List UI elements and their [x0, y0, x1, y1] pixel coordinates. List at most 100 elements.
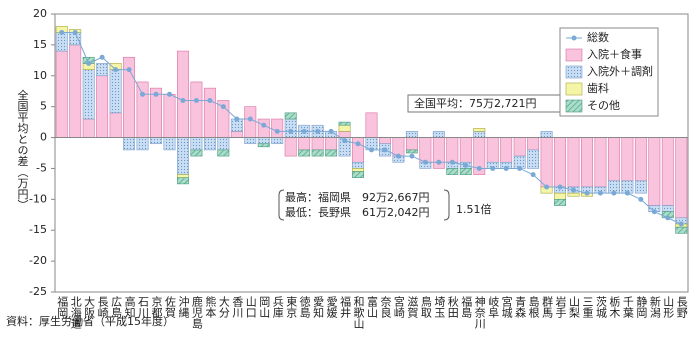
x-tick-label: 京都	[150, 295, 163, 318]
total-dot	[571, 187, 577, 193]
x-tick-label: 北海道	[69, 296, 82, 329]
y-tick-label: -10	[29, 192, 47, 205]
bar-segment	[432, 131, 445, 138]
total-dot	[86, 60, 92, 66]
total-dot	[395, 153, 401, 159]
x-tick-label: 宮崎	[392, 295, 405, 318]
bar-segment	[55, 50, 68, 138]
bar-segment	[392, 137, 405, 157]
bar-segment	[419, 137, 432, 163]
bar-segment	[661, 205, 674, 212]
x-tick-label: 福島	[460, 295, 473, 319]
x-tick-label: 群馬	[541, 295, 554, 319]
bar-segment	[500, 137, 513, 163]
bar-segment	[230, 131, 243, 138]
y-tick-label: -5	[36, 161, 47, 174]
x-tick-label: 長崎	[96, 296, 109, 318]
bar-segment	[554, 199, 567, 206]
bar-segment	[271, 137, 284, 145]
total-dot	[274, 128, 280, 134]
x-tick-label: 山梨	[568, 296, 581, 319]
bar-segment	[661, 137, 674, 206]
bracket	[278, 189, 450, 221]
total-dot	[140, 91, 146, 97]
x-tick-label: 鹿児島	[190, 295, 203, 330]
bar-segment	[607, 137, 620, 182]
bar-segment	[567, 137, 580, 188]
bar-segment	[365, 112, 378, 138]
bar-segment	[352, 168, 364, 172]
total-dot	[382, 147, 388, 153]
bar-segment	[540, 131, 553, 138]
bar-segment	[338, 121, 351, 126]
x-tick-label: 埼玉	[433, 295, 446, 318]
average-note: 全国平均：75万2,721円	[414, 96, 537, 110]
bar-segment	[203, 87, 216, 138]
bar-segment	[176, 50, 189, 138]
x-tick-label: 山形	[662, 296, 675, 319]
bar-segment	[284, 137, 297, 157]
x-tick-label: 福井	[339, 295, 352, 319]
bar-segment	[284, 112, 297, 120]
bar-segment	[311, 137, 324, 151]
bar-segment	[176, 137, 189, 175]
y-tick-label: -20	[29, 254, 47, 267]
ratio-note: 1.51倍	[456, 202, 492, 216]
bar-segment	[338, 124, 351, 132]
bar-segment	[82, 118, 95, 138]
total-dot	[193, 97, 199, 103]
total-dot	[638, 196, 644, 202]
total-dot	[72, 30, 78, 36]
x-tick-label: 岩手	[554, 295, 567, 319]
bar-segment	[648, 137, 661, 206]
bar-segment	[338, 131, 351, 138]
x-tick-label: 千葉	[621, 296, 634, 318]
total-dot	[234, 116, 240, 122]
total-dot	[490, 165, 496, 171]
total-dot	[624, 190, 630, 196]
x-tick-label: 広島	[110, 296, 123, 319]
total-dot	[463, 162, 469, 168]
bar-segment	[96, 75, 109, 138]
bar-segment	[459, 168, 472, 175]
bar-segment	[594, 137, 607, 188]
x-tick-label: 三重	[581, 296, 594, 318]
total-dot	[530, 172, 536, 178]
bar-segment	[190, 149, 203, 157]
bar-segment	[567, 192, 580, 197]
bar-segment	[257, 137, 270, 145]
bar-segment	[96, 63, 109, 77]
bar-segment	[163, 137, 176, 151]
total-dot	[59, 30, 65, 36]
y-axis-label: 全国平均との差（万円）	[16, 88, 29, 210]
bar-segment	[123, 137, 136, 151]
total-dot	[207, 97, 213, 103]
y-tick-label: 20	[33, 7, 47, 20]
x-tick-label: 熊本	[204, 295, 217, 319]
bar-segment	[311, 149, 324, 157]
total-dot	[436, 159, 442, 165]
bar-segment	[581, 137, 593, 188]
bar-segment	[163, 94, 176, 138]
x-tick-label: 岡山	[258, 296, 271, 318]
total-dot	[597, 190, 603, 196]
x-tick-label: 和歌山	[352, 296, 365, 329]
x-tick-label: 茨城	[594, 295, 607, 318]
bar-segment	[405, 131, 418, 138]
x-tick-label: 神奈川	[473, 295, 486, 329]
x-tick-label: 鳥取	[419, 295, 432, 319]
total-dot	[99, 54, 105, 60]
legend-label: 入院＋食事	[587, 47, 642, 61]
x-tick-label: 山口	[244, 296, 257, 318]
bar-segment	[446, 137, 459, 163]
total-dot	[126, 67, 132, 73]
total-dot	[422, 159, 428, 165]
total-dot	[678, 221, 684, 227]
bar-segment	[271, 118, 284, 138]
total-dot	[544, 184, 550, 190]
bar-segment	[325, 149, 338, 157]
total-dot	[166, 91, 172, 97]
bar-segment	[352, 161, 364, 169]
bar-segment	[473, 127, 486, 132]
